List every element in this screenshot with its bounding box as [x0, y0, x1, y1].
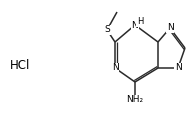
Text: N: N [132, 21, 138, 29]
Text: HCl: HCl [9, 59, 30, 72]
Text: N: N [167, 24, 173, 33]
Text: S: S [104, 25, 110, 35]
Text: NH₂: NH₂ [126, 96, 143, 104]
Text: N: N [112, 64, 118, 72]
Text: H: H [137, 17, 143, 26]
Text: N: N [175, 64, 181, 72]
